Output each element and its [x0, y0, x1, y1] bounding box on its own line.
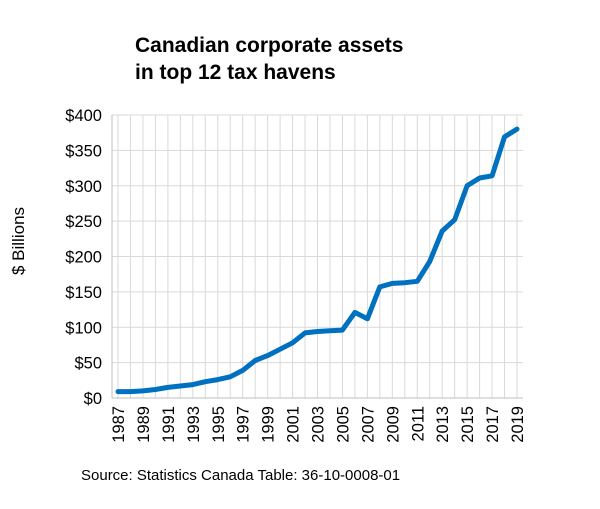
- y-axis-label: $ Billions: [9, 207, 28, 275]
- x-tick-label: 1999: [260, 406, 278, 443]
- y-tick-label: $100: [65, 319, 102, 337]
- y-tick-label: $350: [65, 142, 102, 160]
- chart-title-line-2: in top 12 tax havens: [135, 61, 336, 84]
- gridlines: [112, 114, 523, 398]
- x-tick-label: 2013: [434, 406, 452, 443]
- x-tick-label: 2019: [509, 406, 527, 443]
- y-tick-label: $300: [65, 178, 102, 196]
- y-tick-label: $400: [65, 107, 102, 125]
- y-tick-label: $0: [84, 390, 102, 408]
- y-tick-label: $150: [65, 284, 102, 302]
- y-tick-label: $200: [65, 249, 102, 267]
- source-note: Source: Statistics Canada Table: 36-10-0…: [81, 467, 400, 484]
- x-tick-label: 1993: [185, 406, 203, 443]
- x-tick-label: 2005: [334, 406, 352, 443]
- series-line: [115, 126, 520, 395]
- x-tick-label: 1991: [160, 406, 178, 443]
- y-tick-label: $250: [65, 213, 102, 231]
- x-tick-label: 2009: [384, 406, 402, 443]
- chart-title-line-1: Canadian corporate assets: [135, 34, 403, 57]
- x-tick-label: 2011: [409, 406, 427, 441]
- x-tick-label: 1987: [110, 406, 128, 443]
- x-tick-label: 2015: [459, 406, 477, 443]
- x-tick-label: 2001: [285, 406, 303, 443]
- y-tick-label: $50: [74, 355, 102, 373]
- x-tick-label: 2007: [359, 406, 377, 443]
- y-tick-labels: $0 $50 $100 $150 $200 $250 $300 $350 $400: [65, 107, 102, 408]
- x-tick-label: 2003: [310, 406, 328, 443]
- x-tick-labels: 1987 1989 1991 1993 1995 1997 1999 2001 2003 2005…: [110, 406, 527, 443]
- x-tick-label: 1995: [210, 406, 228, 443]
- x-tick-label: 2017: [484, 406, 502, 443]
- series-lines: [115, 126, 520, 395]
- x-tick-label: 1997: [235, 406, 253, 443]
- x-tick-label: 1989: [135, 406, 153, 443]
